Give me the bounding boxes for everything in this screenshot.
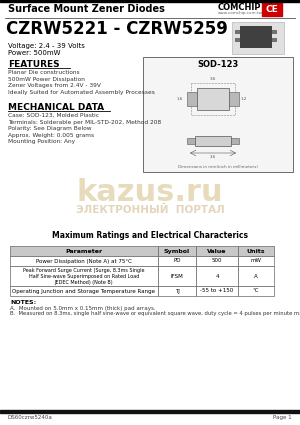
Bar [158, 286, 196, 296]
Bar [240, 26, 272, 48]
Bar [158, 256, 196, 266]
Text: Maximum Ratings and Electrical Characterics: Maximum Ratings and Electrical Character… [52, 231, 248, 240]
Bar [196, 286, 238, 296]
Text: NOTES:: NOTES: [10, 300, 36, 305]
Text: Peak Forward Surge Current (Surge, 8.3ms Single: Peak Forward Surge Current (Surge, 8.3ms… [23, 268, 145, 273]
Text: COMCHIP: COMCHIP [218, 3, 262, 11]
Text: TJ: TJ [175, 289, 179, 294]
Text: Dimensions in mm(inch in millimeters): Dimensions in mm(inch in millimeters) [178, 165, 258, 169]
Bar [196, 246, 238, 256]
Text: 1.6: 1.6 [177, 97, 183, 101]
Bar [0, 0, 300, 2]
Bar [272, 38, 277, 42]
Bar [197, 88, 229, 110]
Text: MECHANICAL DATA: MECHANICAL DATA [8, 103, 104, 112]
Text: Terminals: Solderable per MIL-STD-202, Method 208: Terminals: Solderable per MIL-STD-202, M… [8, 119, 161, 125]
Text: Units: Units [247, 249, 265, 253]
Bar [196, 256, 238, 266]
Bar [196, 266, 238, 286]
Bar [262, 2, 282, 16]
Bar [231, 138, 239, 144]
Text: Page 1: Page 1 [273, 415, 292, 420]
Text: kazus.ru: kazus.ru [77, 178, 223, 207]
Text: Power Dissipation (Note A) at 75°C: Power Dissipation (Note A) at 75°C [36, 258, 132, 264]
Text: Half Sine-wave Superimposed on Rated Load: Half Sine-wave Superimposed on Rated Loa… [29, 274, 139, 279]
Text: Parameter: Parameter [65, 249, 103, 253]
Text: 500: 500 [212, 258, 222, 264]
Text: Ideally Suited for Automated Assembly Processes: Ideally Suited for Automated Assembly Pr… [8, 90, 155, 94]
Text: Zener Voltages from 2.4V - 39V: Zener Voltages from 2.4V - 39V [8, 83, 101, 88]
Bar [10, 246, 158, 256]
Text: 1.2: 1.2 [241, 97, 247, 101]
Text: Planar Die constructions: Planar Die constructions [8, 70, 80, 75]
Text: CZRW5221 - CZRW5259: CZRW5221 - CZRW5259 [6, 20, 228, 38]
Bar [232, 22, 284, 54]
Text: CE: CE [266, 5, 278, 14]
Text: Symbol: Symbol [164, 249, 190, 253]
Bar [158, 266, 196, 286]
Text: Value: Value [207, 249, 227, 253]
Text: Operating Junction and Storage Temperature Range: Operating Junction and Storage Temperatu… [13, 289, 155, 294]
Bar [158, 246, 196, 256]
Text: JEDEC Method) (Note B): JEDEC Method) (Note B) [55, 280, 113, 285]
Bar [10, 266, 158, 286]
Bar [143, 57, 293, 172]
Text: 3.6: 3.6 [210, 77, 216, 81]
Bar [0, 410, 300, 413]
Bar [187, 92, 197, 106]
Bar [10, 256, 158, 266]
Bar [191, 83, 235, 115]
Bar [238, 266, 274, 286]
Bar [272, 30, 277, 34]
Text: 500mW Power Dissipation: 500mW Power Dissipation [8, 76, 85, 82]
Bar [235, 30, 240, 34]
Text: 3.6: 3.6 [210, 155, 216, 159]
Text: IFSM: IFSM [171, 274, 183, 278]
Bar [229, 92, 239, 106]
Bar [235, 38, 240, 42]
Text: -55 to +150: -55 to +150 [200, 289, 234, 294]
Text: PD: PD [173, 258, 181, 264]
Text: Surface Mount Zener Diodes: Surface Mount Zener Diodes [8, 4, 165, 14]
Bar [187, 138, 195, 144]
Text: °C: °C [253, 289, 259, 294]
Text: DS60czrw5240a: DS60czrw5240a [8, 415, 53, 420]
Text: ЭЛЕКТРОННЫЙ  ПОРТАЛ: ЭЛЕКТРОННЫЙ ПОРТАЛ [76, 205, 224, 215]
Text: A.  Mounted on 5.0mm x 0.15mm (thick) pad arrays.: A. Mounted on 5.0mm x 0.15mm (thick) pad… [10, 306, 156, 311]
Bar [10, 286, 158, 296]
Bar [238, 256, 274, 266]
Text: Case: SOD-123, Molded Plastic: Case: SOD-123, Molded Plastic [8, 113, 99, 118]
Text: Power: 500mW: Power: 500mW [8, 50, 61, 56]
Text: A: A [254, 274, 258, 278]
Bar [238, 246, 274, 256]
Text: B.  Measured on 8.3ms, single half sine-wave or equivalent square wave, duty cyc: B. Measured on 8.3ms, single half sine-w… [10, 312, 300, 317]
Text: Approx. Weight: 0.005 grams: Approx. Weight: 0.005 grams [8, 133, 94, 138]
Text: Mounting Position: Any: Mounting Position: Any [8, 139, 75, 144]
Text: Polarity: See Diagram Below: Polarity: See Diagram Below [8, 126, 91, 131]
Bar [195, 136, 231, 146]
Text: mW: mW [250, 258, 262, 264]
Text: SOD-123: SOD-123 [197, 60, 238, 68]
Bar [238, 286, 274, 296]
Text: www.comchip.com.tw: www.comchip.com.tw [218, 11, 263, 15]
Text: FEATURES: FEATURES [8, 60, 60, 69]
Text: 4: 4 [215, 274, 219, 278]
Text: Voltage: 2.4 - 39 Volts: Voltage: 2.4 - 39 Volts [8, 43, 85, 49]
